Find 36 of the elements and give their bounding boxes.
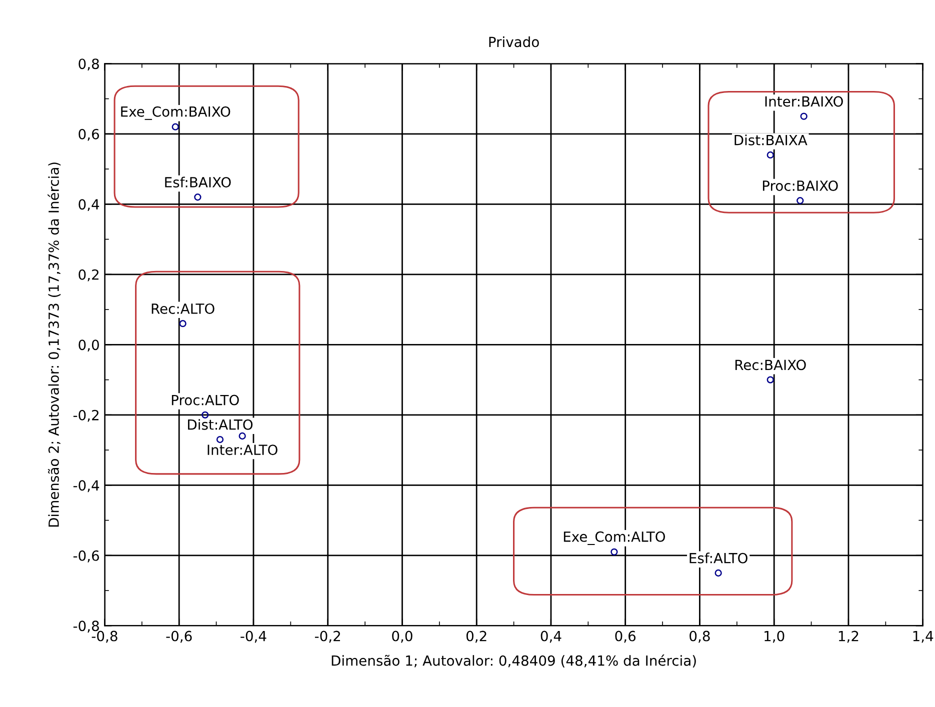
x-tick-label: 0,4 bbox=[540, 630, 562, 643]
x-tick-label: 0,6 bbox=[615, 630, 636, 643]
annotation: Inter:ALTO bbox=[208, 444, 278, 456]
x-tick-label: -0,2 bbox=[314, 630, 340, 643]
annotation: Proc:BAIXO bbox=[762, 180, 838, 191]
annotation: Inter:BAIXO bbox=[765, 96, 843, 107]
y-tick-label: -0,2 bbox=[73, 410, 98, 422]
annotation: Dist:ALTO bbox=[188, 419, 253, 430]
x-axis-title: Dimensão 1; Autovalor: 0,48409 (48,41% da Inércia) bbox=[332, 654, 696, 668]
y-tick-label: 0,0 bbox=[78, 340, 99, 352]
annotation: Dist:BAIXA bbox=[734, 134, 808, 146]
y-tick-label: 0,2 bbox=[78, 269, 98, 282]
annotation: Esf:BAIXO bbox=[165, 176, 231, 188]
x-tick-label: -0,8 bbox=[92, 630, 118, 643]
annotation: Exe_Com:ALTO bbox=[564, 531, 666, 545]
annotation: Rec:BAIXO bbox=[735, 360, 806, 370]
x-tick-label: -0,4 bbox=[240, 630, 266, 643]
x-tick-label: 1,4 bbox=[913, 630, 934, 643]
x-tick-label: 1,0 bbox=[764, 630, 784, 643]
annotation: Exe_Com:BAIXO bbox=[121, 106, 230, 120]
x-tick-label: 0,8 bbox=[690, 630, 710, 643]
chart-title: Privado bbox=[489, 36, 539, 48]
x-tick-label: 1,2 bbox=[838, 630, 858, 643]
y-tick-label: 0,6 bbox=[78, 128, 99, 141]
y-tick-label: 0,4 bbox=[78, 199, 100, 212]
annotation: Rec:ALTO bbox=[152, 303, 214, 314]
y-tick-label: 0,8 bbox=[78, 58, 99, 71]
x-tick-label: -0,6 bbox=[166, 630, 192, 643]
y-tick-label: -0,8 bbox=[73, 620, 99, 633]
annotation: Esf:ALTO bbox=[690, 552, 748, 564]
y-tick-label: -0,4 bbox=[73, 480, 100, 492]
y-axis-title: Dimensão 2; Autovalor: 0,17373 (17,37% da Inércia) bbox=[48, 162, 61, 527]
x-tick-label: 0,0 bbox=[392, 630, 412, 643]
x-tick-label: 0,2 bbox=[466, 630, 486, 643]
y-tick-label: -0,6 bbox=[73, 550, 99, 562]
annotation: Proc:ALTO bbox=[172, 394, 239, 406]
